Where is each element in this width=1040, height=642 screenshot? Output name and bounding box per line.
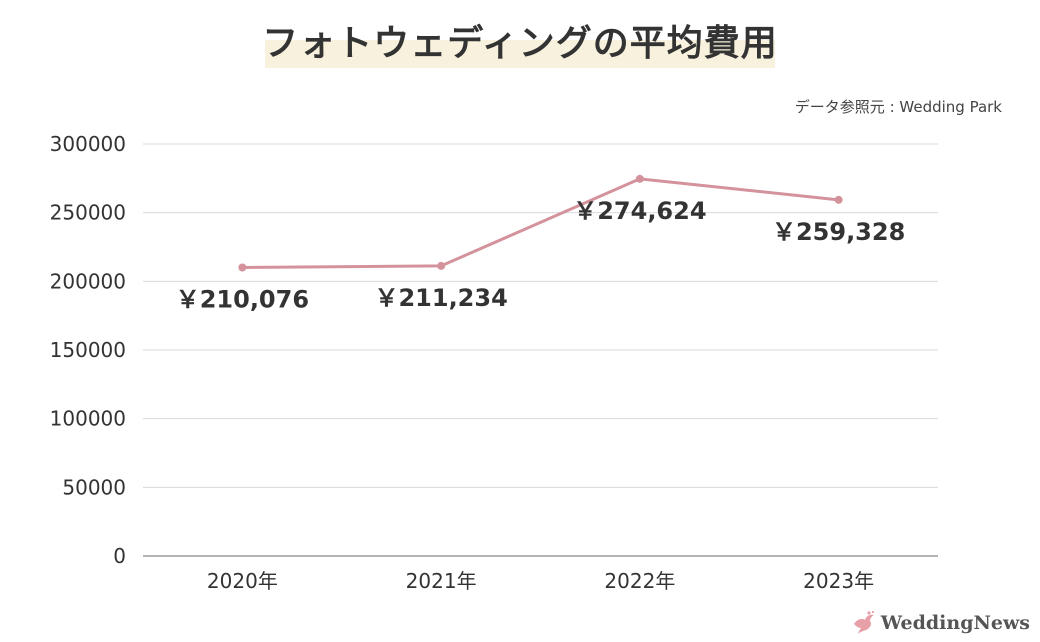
- series: [238, 174, 843, 272]
- data-label: ￥274,624: [573, 197, 706, 225]
- y-tick-label: 150000: [50, 338, 126, 362]
- x-tick-label: 2021年: [406, 569, 477, 593]
- data-label: ￥211,234: [374, 284, 507, 312]
- data-label: ￥210,076: [176, 285, 309, 313]
- y-tick-label: 0: [113, 544, 126, 568]
- dove-icon: [853, 610, 874, 634]
- data-labels: ￥210,076 ￥211,234 ￥274,624 ￥259,328: [176, 197, 906, 314]
- data-point: [238, 263, 247, 272]
- y-tick-label: 300000: [50, 132, 126, 156]
- data-point: [437, 261, 446, 270]
- grid-lines: [143, 143, 938, 557]
- x-tick-label: 2020年: [207, 569, 278, 593]
- y-axis-ticks: 0 50000 100000 150000 200000 250000 300000: [50, 132, 126, 568]
- data-label: ￥259,328: [772, 218, 905, 246]
- y-tick-label: 100000: [50, 407, 126, 431]
- title-highlight: [265, 40, 775, 68]
- y-tick-label: 200000: [50, 269, 126, 293]
- data-source: データ参照元 : Wedding Park: [794, 98, 1002, 116]
- chart-title: フォトウェディングの平均費用: [262, 23, 778, 64]
- y-tick-label: 50000: [62, 475, 126, 499]
- brand-logo: WeddingNews: [851, 610, 1030, 636]
- x-axis-ticks: 2020年 2021年 2022年 2023年: [207, 569, 874, 593]
- data-point: [635, 174, 644, 183]
- y-tick-label: 250000: [50, 201, 126, 225]
- x-tick-label: 2023年: [803, 569, 874, 593]
- data-point: [834, 195, 843, 204]
- x-tick-label: 2022年: [604, 569, 675, 593]
- title-area: フォトウェディングの平均費用: [0, 0, 1040, 80]
- series-line: [242, 177, 839, 269]
- brand-name: WeddingNews: [880, 612, 1030, 634]
